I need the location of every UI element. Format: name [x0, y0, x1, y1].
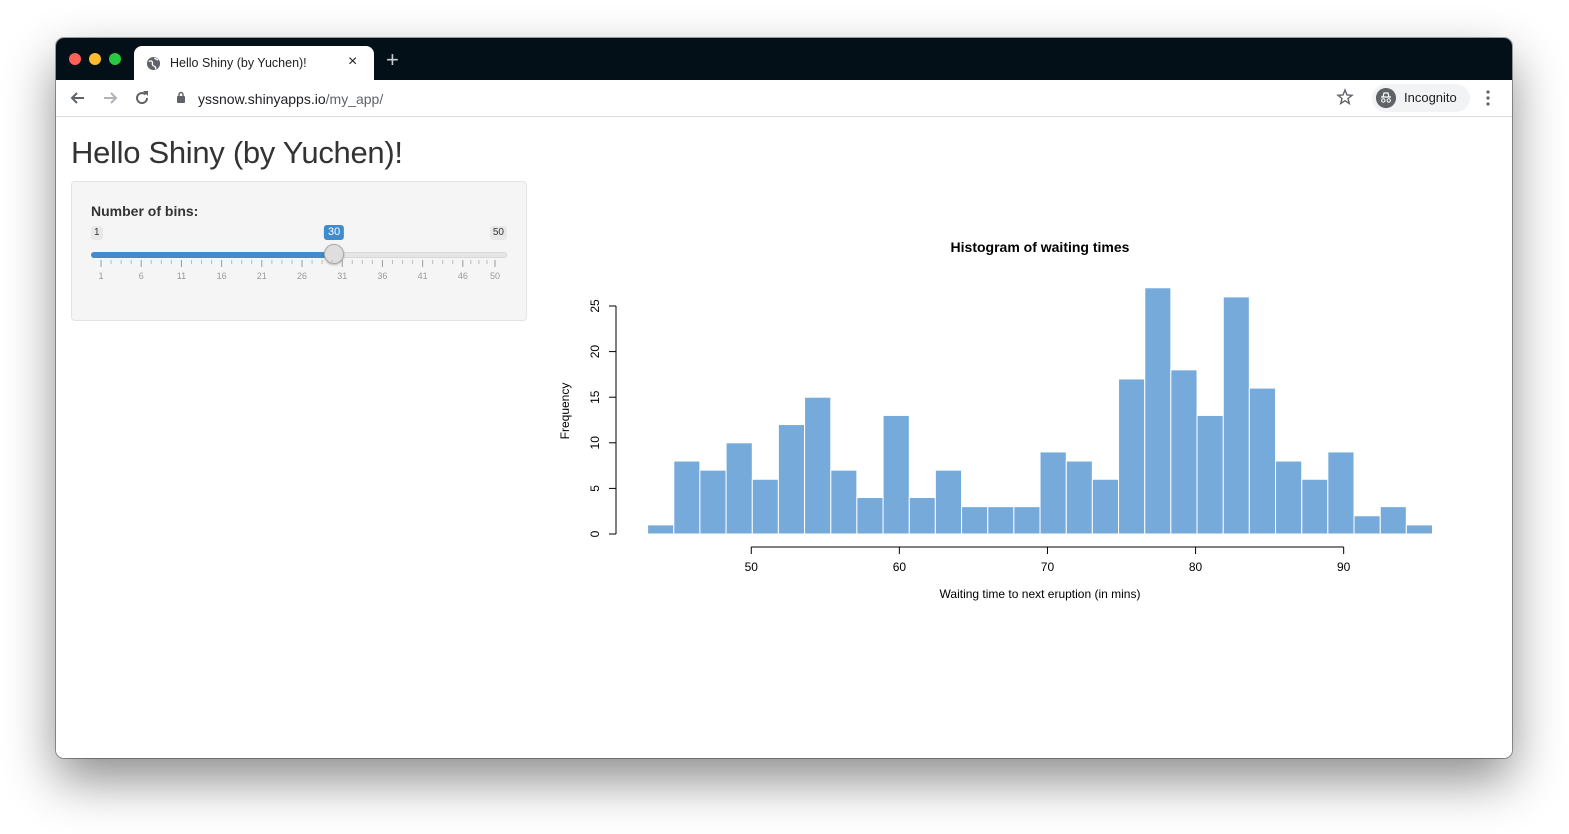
- histogram-bar: [1170, 369, 1198, 535]
- new-tab-button[interactable]: +: [386, 47, 399, 72]
- incognito-icon: [1376, 88, 1396, 108]
- histogram-bar: [699, 469, 727, 535]
- minimize-window-button[interactable]: [89, 53, 101, 65]
- slider-tick-label: 36: [377, 271, 387, 281]
- title-bar: Hello Shiny (by Yuchen)! × +: [56, 38, 1512, 80]
- browser-window: Hello Shiny (by Yuchen)! × + yssnow.shin…: [56, 38, 1512, 758]
- histogram-bar: [777, 424, 806, 535]
- slider-grid: 1 6 11 16 21 26 31 36 41 46 50: [98, 260, 500, 281]
- star-icon[interactable]: [1336, 88, 1354, 106]
- x-tick-label: 80: [1189, 560, 1203, 574]
- more-icon[interactable]: [1486, 89, 1490, 107]
- slider-tick-label: 16: [217, 271, 227, 281]
- slider-label: Number of bins:: [91, 203, 199, 219]
- sidebar-panel: Number of bins: 1 50 30 1 6 11 16 21 26 31 36 41…: [71, 181, 527, 321]
- slider-tick-label: 41: [418, 271, 428, 281]
- y-tick-label: 20: [588, 345, 602, 359]
- histogram-bar: [1353, 515, 1381, 535]
- histogram-bar: [934, 469, 963, 535]
- histogram-bar: [1196, 414, 1224, 535]
- slider-min-label: 1: [91, 226, 103, 240]
- x-tick-label: 90: [1337, 560, 1351, 574]
- url-path: /my_app/: [325, 91, 384, 107]
- x-tick-label: 60: [893, 560, 907, 574]
- histogram-plot: Histogram of waiting times 50 60 70 80 90 0 5 10…: [558, 239, 1434, 601]
- histogram-bar: [725, 442, 753, 535]
- browser-toolbar: yssnow.shinyapps.io/my_app/ Incognito: [56, 80, 1512, 117]
- reload-icon[interactable]: [132, 88, 152, 108]
- histogram-bar: [856, 497, 884, 535]
- y-tick-label: 15: [588, 390, 602, 404]
- globe-icon: [146, 56, 161, 71]
- lock-icon[interactable]: [176, 91, 186, 104]
- forward-icon[interactable]: [100, 88, 120, 108]
- close-window-button[interactable]: [69, 53, 81, 65]
- histogram-bar: [1301, 478, 1329, 535]
- histogram-bar: [1248, 387, 1277, 535]
- address-bar[interactable]: yssnow.shinyapps.io/my_app/: [164, 83, 1364, 113]
- slider-tick-label: 46: [458, 271, 468, 281]
- slider-tick-label: 26: [297, 271, 307, 281]
- histogram-bar: [830, 469, 858, 535]
- histogram-bar: [1222, 296, 1250, 535]
- page-content: Hello Shiny (by Yuchen)! Number of bins:…: [56, 117, 1512, 758]
- histogram-bar: [1327, 451, 1355, 535]
- histogram-bar: [908, 497, 936, 535]
- histogram-bar: [1144, 287, 1172, 535]
- slider-tick-label: 11: [177, 271, 186, 281]
- url-host: yssnow.shinyapps.io: [198, 91, 326, 107]
- chart-title: Histogram of waiting times: [951, 239, 1130, 255]
- slider-handle[interactable]: [324, 244, 345, 264]
- histogram-bar: [882, 414, 910, 535]
- slider-value-badge: 30: [324, 225, 345, 240]
- y-tick-label: 5: [588, 485, 602, 492]
- close-tab-icon[interactable]: ×: [348, 53, 358, 70]
- histogram-bar: [673, 460, 701, 535]
- bins-slider[interactable]: 1 50 30 1 6 11 16 21 26 31 36 41 46 50: [91, 224, 509, 284]
- slider-tick-label: 6: [139, 271, 144, 281]
- slider-fill: [91, 252, 335, 258]
- y-tick-label: 0: [588, 530, 602, 537]
- histogram-bar: [751, 478, 779, 535]
- histogram-bar: [1118, 378, 1146, 535]
- slider-tick-label: 50: [490, 271, 500, 281]
- slider-tick-label: 31: [337, 271, 347, 281]
- url-text: yssnow.shinyapps.io/my_app/: [198, 91, 383, 107]
- histogram-bar: [804, 396, 832, 535]
- histogram-bar: [1379, 506, 1407, 535]
- histogram-bar: [1013, 506, 1041, 535]
- browser-tab[interactable]: Hello Shiny (by Yuchen)! ×: [134, 46, 374, 80]
- page-title: Hello Shiny (by Yuchen)!: [71, 135, 403, 170]
- y-axis-title: Frequency: [558, 383, 572, 440]
- histogram-bar: [1275, 460, 1303, 535]
- histogram-bar: [1091, 478, 1120, 535]
- x-tick-label: 70: [1041, 560, 1055, 574]
- tab-title: Hello Shiny (by Yuchen)!: [170, 56, 307, 70]
- profile-label: Incognito: [1404, 90, 1457, 105]
- back-icon[interactable]: [68, 88, 88, 108]
- incognito-badge[interactable]: Incognito: [1372, 84, 1470, 112]
- histogram-bar: [961, 506, 989, 535]
- histogram-bar: [647, 524, 675, 535]
- histogram-bar: [1065, 460, 1093, 535]
- y-tick-label: 25: [588, 299, 602, 313]
- slider-tick-label: 1: [98, 271, 103, 281]
- maximize-window-button[interactable]: [109, 53, 121, 65]
- y-tick-label: 10: [588, 436, 602, 450]
- slider-max-label: 50: [489, 226, 507, 240]
- x-tick-label: 50: [745, 560, 759, 574]
- slider-tick-label: 21: [257, 271, 267, 281]
- histogram-bar: [1039, 451, 1067, 535]
- x-axis-title: Waiting time to next eruption (in mins): [940, 587, 1141, 601]
- histogram-bar: [987, 506, 1015, 535]
- histogram-bar: [1405, 524, 1434, 535]
